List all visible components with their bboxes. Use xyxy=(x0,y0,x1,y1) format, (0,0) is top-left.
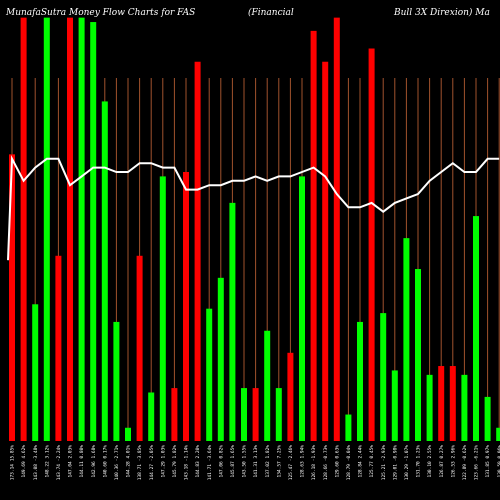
x-tick-label: 147.04 2.03% xyxy=(68,445,74,478)
x-tick-label: 147.06 0.82% xyxy=(218,445,224,478)
x-tick-label: 131.70 1.23% xyxy=(416,445,422,478)
bar-negative xyxy=(252,388,259,441)
bar-positive xyxy=(275,388,282,441)
chart-title-middle: (Financial xyxy=(248,7,294,18)
x-tick-labels: 173.14 15.85% 149.69 4.62% 143.08 -3.48% 14… xyxy=(10,445,500,481)
bar-negative xyxy=(55,255,62,441)
bar-positive xyxy=(391,370,398,441)
bar-negative xyxy=(171,388,178,441)
bar-negative xyxy=(438,366,445,441)
bar-negative xyxy=(9,154,15,441)
x-tick-label: 122.89 -0.62% xyxy=(462,445,468,481)
bar-negative xyxy=(449,366,456,441)
x-tick-label: 129.01 -0.98% xyxy=(392,445,398,481)
x-tick-label: 128.63 1.94% xyxy=(300,445,306,478)
bar-positive xyxy=(461,374,468,441)
bar-negative xyxy=(333,17,340,441)
bar-positive xyxy=(415,269,421,441)
x-tick-label: 129.60 0.63% xyxy=(334,445,340,478)
bar-negative xyxy=(183,171,189,442)
x-tick-label: 144.28 4.01% xyxy=(126,445,132,478)
bar-negative xyxy=(136,255,143,441)
bar-negative xyxy=(322,61,329,442)
x-tick-label: 126.87 0.27% xyxy=(439,445,445,478)
bar-positive xyxy=(299,176,305,441)
bar-positive xyxy=(380,313,387,441)
bar-negative xyxy=(310,30,317,442)
x-tick-label: 140.36 -2.71% xyxy=(114,445,120,481)
bar-positive xyxy=(403,238,410,441)
bar-positive xyxy=(357,321,363,441)
x-tick-label: 143.74 -2.24% xyxy=(56,445,62,481)
bar-positive xyxy=(90,22,97,442)
x-tick-label: 143.18 -1.14% xyxy=(184,445,190,481)
x-tick-label: 141.71 -3.64% xyxy=(207,445,213,481)
x-tick-label: 131.85 0.97% xyxy=(485,445,491,478)
bar-positive xyxy=(148,392,155,441)
bar-positive xyxy=(217,277,224,441)
bar-negative xyxy=(20,17,27,441)
bar-negative xyxy=(67,17,73,441)
x-tick-label: 128.84 2.44% xyxy=(358,445,364,478)
bar-positive xyxy=(159,176,166,441)
x-tick-label: 130.10 2.55% xyxy=(427,445,433,478)
x-tick-label: 125.21 -2.93% xyxy=(381,445,387,481)
x-tick-label: 148.22 3.12% xyxy=(44,445,50,478)
x-tick-label: 137.02 1.82% xyxy=(265,445,271,478)
x-tick-label: 144.83 2.20% xyxy=(195,445,201,478)
money-flow-line xyxy=(7,155,500,261)
bar-positive xyxy=(345,414,352,441)
bar-positive xyxy=(241,388,247,441)
chart-title-left: MunafaSutra Money Flow Charts for FAS xyxy=(5,8,195,18)
bar-positive xyxy=(473,216,479,441)
bar-positive xyxy=(101,101,108,442)
x-tick-label: 143.50 1.55% xyxy=(242,445,248,478)
bar-positive xyxy=(32,304,39,441)
bar-positive xyxy=(264,330,271,441)
x-tick-label: 140.60 0.17% xyxy=(102,445,108,478)
x-tick-label: 128.66 -0.73% xyxy=(323,445,329,481)
bar-positive xyxy=(426,374,433,441)
chart-title-right: Bull 3X Direxion) Ma xyxy=(393,7,490,18)
bar-negative xyxy=(287,352,294,441)
bar-positive xyxy=(484,396,491,441)
x-tick-label: 123.66 -6.21% xyxy=(474,445,480,481)
x-tick-label: 147.29 1.03% xyxy=(160,445,166,478)
bar-positive xyxy=(229,202,236,441)
bar-positive xyxy=(43,17,50,441)
bar-positive xyxy=(206,308,213,441)
x-tick-label: 130.59 0.06% xyxy=(497,445,500,478)
x-tick-label: 125.77 0.45% xyxy=(369,445,375,478)
x-tick-label: 144.27 -2.05% xyxy=(149,445,155,481)
x-tick-label: 149.69 4.62% xyxy=(21,445,27,478)
x-tick-label: 141.31 3.13% xyxy=(253,445,259,478)
bar-negative xyxy=(194,61,201,442)
bar-positive xyxy=(125,427,131,441)
gridlines xyxy=(11,78,500,441)
x-tick-label: 128.79 -0.04% xyxy=(346,445,352,481)
x-tick-label: 130.29 -1.07% xyxy=(404,445,410,481)
x-tick-label: 143.08 -3.48% xyxy=(33,445,39,481)
x-tick-label: 126.18 -1.93% xyxy=(311,445,317,481)
x-tick-label: 144.11 0.80% xyxy=(79,445,85,478)
x-tick-label: 138.71 -3.85% xyxy=(137,445,143,481)
x-tick-label: 126.53 2.96% xyxy=(450,445,456,478)
bar-negative xyxy=(368,48,375,441)
bar-positive xyxy=(113,321,120,441)
x-tick-label: 145.79 1.82% xyxy=(172,445,178,478)
x-tick-label: 125.47 -2.46% xyxy=(288,445,294,481)
x-tick-label: 173.14 15.85% xyxy=(10,445,16,481)
bar-positive xyxy=(496,427,500,441)
x-tick-label: 134.57 7.25% xyxy=(276,445,282,478)
bar-positive xyxy=(78,17,85,441)
x-tick-label: 142.96 1.68% xyxy=(91,445,97,478)
bars xyxy=(9,17,500,442)
x-tick-label: 145.87 1.65% xyxy=(230,445,236,478)
